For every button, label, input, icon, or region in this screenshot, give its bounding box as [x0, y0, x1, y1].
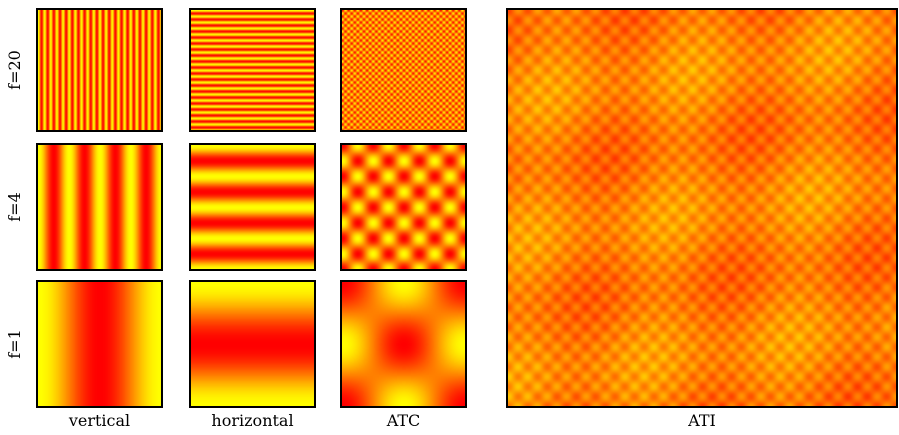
row-label-f4: f=4 [4, 192, 24, 222]
panel-atc-f20 [340, 8, 467, 132]
panel-ati [506, 8, 898, 408]
column-label-atc: ATC [386, 411, 421, 430]
panel-horizontal-f4 [189, 143, 316, 271]
column-label-horizontal: horizontal [211, 411, 294, 430]
panel-horizontal-f20 [189, 8, 316, 132]
column-label-ati: ATI [688, 411, 716, 430]
row-label-f1: f=1 [4, 329, 24, 359]
panel-atc-f4 [340, 143, 467, 271]
panel-atc-f1 [340, 280, 467, 408]
row-label-f20: f=20 [5, 50, 24, 90]
column-label-vertical: vertical [68, 411, 131, 430]
panel-horizontal-f1 [189, 280, 316, 408]
panel-vertical-f4 [36, 143, 163, 271]
panel-vertical-f20 [36, 8, 163, 132]
panel-vertical-f1 [36, 280, 163, 408]
